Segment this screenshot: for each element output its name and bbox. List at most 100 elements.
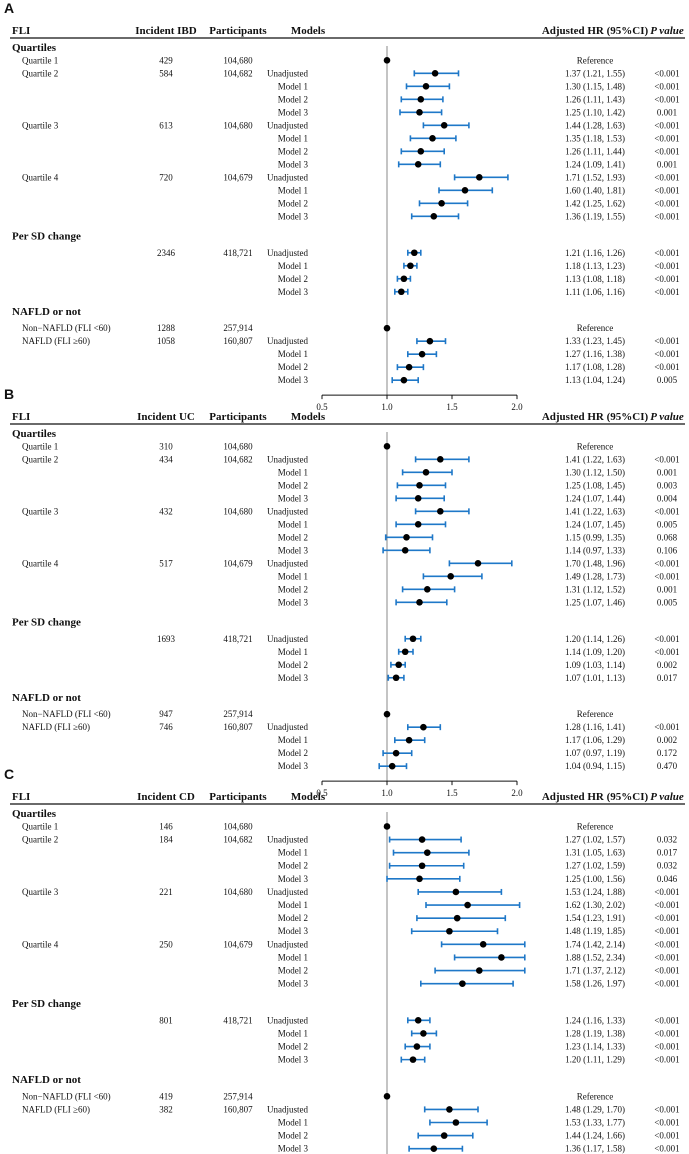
- row-hr-text: 1.25 (1.10, 1.42): [565, 107, 625, 117]
- row-hr-text: 1.49 (1.28, 1.73): [565, 571, 625, 581]
- row-model: Model 2: [278, 861, 308, 871]
- header-p-value: P value: [650, 25, 684, 37]
- row-p-value: <0.001: [654, 1042, 679, 1052]
- row-participants: 257,914: [223, 323, 253, 333]
- hr-point: [388, 762, 396, 770]
- row-model: Model 1: [278, 185, 308, 195]
- hr-point: [420, 723, 427, 731]
- hr-point: [429, 135, 436, 142]
- row-hr-text: 1.53 (1.24, 1.88): [565, 887, 625, 897]
- row-hr-text: 1.17 (1.06, 1.29): [565, 735, 625, 745]
- hr-point: [430, 213, 438, 220]
- row-model: Model 2: [278, 966, 308, 976]
- row-p-value: 0.002: [657, 735, 677, 745]
- row-hr-text: 1.23 (1.14, 1.33): [565, 1042, 625, 1052]
- header-hr: Adjusted HR (95%CI): [542, 791, 649, 803]
- row-participants: 104,680: [223, 887, 253, 897]
- row-cases: 746: [159, 722, 173, 732]
- row-hr-text: 1.27 (1.02, 1.59): [565, 861, 625, 871]
- row-hr-text: 1.48 (1.29, 1.70): [565, 1104, 625, 1114]
- row-participants: 418,721: [223, 248, 252, 258]
- group-title: Per SD change: [12, 998, 81, 1010]
- row-hr-text: 1.09 (1.03, 1.14): [565, 660, 625, 670]
- hr-point: [424, 849, 431, 856]
- row-participants: 104,682: [223, 835, 252, 845]
- row-p-value: 0.032: [657, 835, 677, 845]
- hr-point: [395, 661, 403, 669]
- row-p-value: 0.004: [657, 493, 678, 503]
- row-participants: 104,679: [223, 172, 253, 182]
- panel-label: A: [4, 0, 14, 16]
- hr-point: [403, 534, 410, 541]
- hr-point: [401, 547, 409, 554]
- row-hr-text: 1.71 (1.37, 2.12): [565, 966, 625, 976]
- hr-point: [422, 469, 430, 476]
- row-label: Quartile 3: [22, 506, 59, 516]
- row-cases: 429: [159, 55, 173, 65]
- x-tick-label: 1.5: [446, 788, 458, 798]
- hr-point: [418, 350, 426, 358]
- row-model: Model 1: [278, 848, 308, 858]
- row-model: Unadjusted: [267, 939, 308, 949]
- row-hr-text: 1.25 (1.00, 1.56): [565, 874, 625, 884]
- row-p-value: 0.172: [657, 748, 677, 758]
- hr-point: [418, 862, 426, 870]
- row-label: Quartile 1: [22, 821, 58, 831]
- group-title: NAFLD or not: [12, 692, 81, 704]
- row-p-value: <0.001: [654, 1118, 679, 1128]
- row-cases: 613: [159, 120, 173, 130]
- row-p-value: 0.002: [657, 660, 677, 670]
- hr-point: [430, 1145, 438, 1153]
- row-model: Unadjusted: [267, 68, 308, 78]
- row-hr-text: 1.14 (0.97, 1.33): [565, 545, 625, 555]
- row-hr-text: Reference: [577, 323, 613, 333]
- hr-point: [418, 836, 426, 843]
- row-p-value: 0.005: [657, 597, 678, 607]
- row-hr-text: 1.44 (1.28, 1.63): [565, 120, 625, 130]
- row-participants: 418,721: [223, 1015, 252, 1025]
- row-model: Model 2: [278, 362, 308, 372]
- row-p-value: 0.068: [657, 532, 678, 542]
- row-model: Model 3: [278, 211, 309, 221]
- row-hr-text: 1.28 (1.16, 1.41): [565, 722, 625, 732]
- row-model: Model 2: [278, 1131, 308, 1141]
- row-p-value: 0.005: [657, 375, 678, 385]
- row-participants: 104,680: [223, 120, 253, 130]
- row-hr-text: 1.20 (1.11, 1.29): [565, 1055, 625, 1065]
- row-label: Quartile 2: [22, 454, 58, 464]
- hr-point: [431, 70, 439, 77]
- group-title: Quartiles: [12, 808, 57, 820]
- row-hr-text: 1.28 (1.19, 1.38): [565, 1028, 625, 1038]
- row-p-value: <0.001: [654, 248, 679, 258]
- row-hr-text: Reference: [577, 1091, 613, 1101]
- row-cases: 221: [159, 887, 173, 897]
- row-cases: 1693: [157, 634, 176, 644]
- hr-point: [414, 521, 422, 528]
- row-hr-text: 1.27 (1.16, 1.38): [565, 349, 625, 359]
- row-model: Model 1: [278, 349, 308, 359]
- row-cases: 432: [159, 506, 173, 516]
- row-label: NAFLD (FLI ≥60): [22, 1104, 90, 1114]
- row-model: Model 3: [278, 545, 309, 555]
- x-tick-label: 1.0: [381, 788, 393, 798]
- row-model: Model 1: [278, 647, 308, 657]
- row-model: Model 1: [278, 735, 308, 745]
- row-hr-text: 1.27 (1.02, 1.57): [565, 835, 625, 845]
- row-model: Model 3: [278, 926, 309, 936]
- row-p-value: <0.001: [654, 722, 679, 732]
- hr-point: [446, 927, 453, 935]
- hr-point: [414, 161, 422, 168]
- header-fli: FLI: [12, 411, 30, 423]
- row-model: Model 2: [278, 748, 308, 758]
- hr-point: [398, 288, 405, 296]
- hr-point: [498, 954, 505, 961]
- row-model: Model 3: [278, 979, 309, 989]
- hr-point: [405, 736, 413, 744]
- row-p-value: <0.001: [654, 362, 679, 372]
- group-title: Per SD change: [12, 617, 81, 629]
- hr-point: [452, 888, 460, 896]
- header-participants: Participants: [209, 25, 267, 37]
- hr-point: [437, 508, 444, 515]
- row-hr-text: Reference: [577, 441, 613, 451]
- hr-point: [438, 200, 445, 207]
